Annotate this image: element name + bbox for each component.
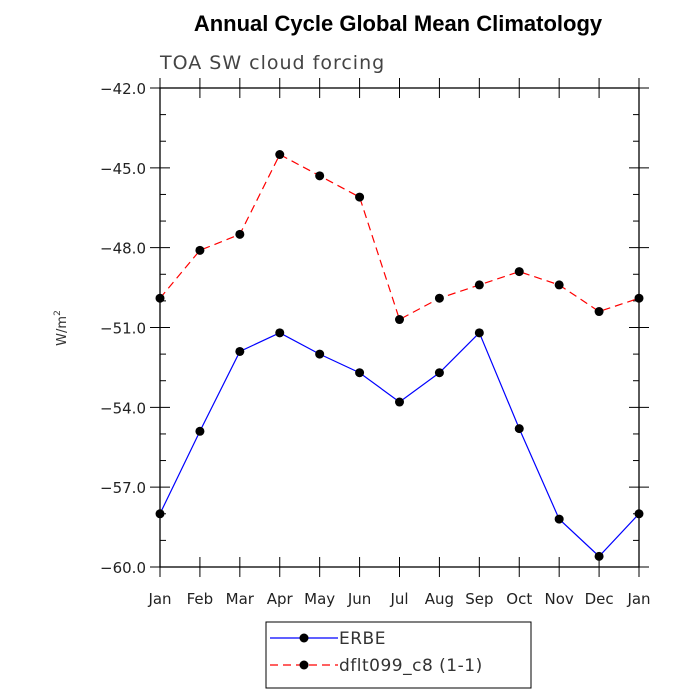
series-line-0 [159,331,640,558]
x-tick-label: Aug [425,590,454,608]
series-layer [155,150,644,561]
x-tick-label: May [304,590,335,608]
data-point-0 [594,551,604,561]
x-tick-label: Mar [226,590,255,608]
chart-subtitle: TOA SW cloud forcing [159,52,385,74]
data-point-0 [275,328,285,338]
x-tick-label: Jun [347,590,371,608]
y-tick-label: −54.0 [100,399,146,417]
data-point-0 [634,509,644,519]
data-point-1 [315,171,325,181]
x-tick-label: Apr [267,590,294,608]
y-tick-label: −48.0 [100,240,146,258]
chart-title: Annual Cycle Global Mean Climatology [194,11,603,36]
data-point-0 [474,328,484,338]
data-point-1 [434,293,444,303]
y-axis-label: W/m2 [53,310,70,346]
y-tick-label: −51.0 [100,320,146,338]
legend-box [265,621,532,689]
series-line-1 [159,153,640,321]
y-tick-label: −42.0 [100,80,146,98]
data-point-0 [195,426,205,436]
data-point-0 [395,397,404,407]
plot-frame [159,87,640,568]
legend-marker-1 [299,660,309,670]
data-point-1 [195,245,205,255]
y-tick-label: −57.0 [100,479,146,497]
data-point-1 [514,267,524,277]
data-point-0 [434,368,444,378]
legend-marker-0 [299,633,309,643]
x-tick-label: Dec [585,590,614,608]
y-tick-label: −45.0 [100,160,146,178]
data-point-1 [554,280,564,290]
legend-label-1: dflt099_c8 (1-1) [339,656,483,676]
data-point-0 [235,346,245,356]
x-tick-label: Jan [147,590,171,608]
y-axis-label-superscript: 2 [53,310,63,316]
data-point-0 [155,509,165,519]
x-tick-label: Nov [545,590,574,608]
x-tick-label: Jan [626,590,650,608]
data-point-1 [474,280,484,290]
data-point-1 [594,307,604,317]
data-point-1 [275,150,285,160]
data-point-1 [235,229,245,239]
data-point-0 [554,514,564,524]
y-tick-label: −60.0 [100,559,146,577]
data-point-1 [355,192,365,202]
x-tick-label: Oct [506,590,532,608]
x-tick-label: Jul [389,590,408,608]
data-point-0 [514,424,524,434]
legend-label-0: ERBE [339,629,386,649]
data-point-0 [315,349,325,359]
x-tick-label: Feb [187,590,214,608]
x-tick-label: Sep [465,590,493,608]
data-point-1 [634,293,644,303]
data-point-1 [155,293,165,303]
data-point-1 [395,315,404,325]
legend: ERBE dflt099_c8 (1-1) [265,621,532,689]
data-point-0 [355,368,365,378]
